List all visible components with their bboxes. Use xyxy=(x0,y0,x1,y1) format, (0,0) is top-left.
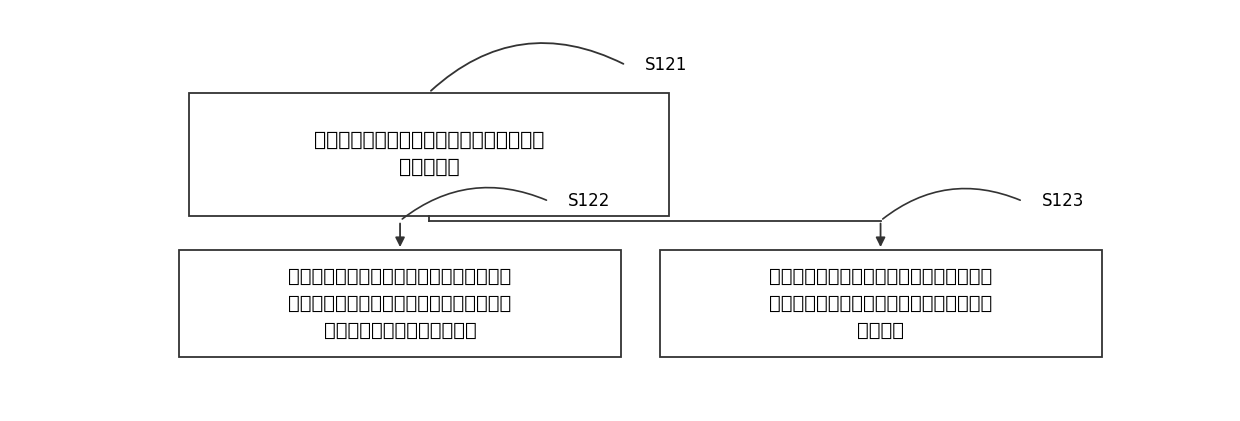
Text: 在所述温度变化速率大于或等于第一变速阈
值时，根据初始风扇增量值和微分项参数确
定所述工作模块的增量输出值: 在所述温度变化速率大于或等于第一变速阈 值时，根据初始风扇增量值和微分项参数确 … xyxy=(289,266,512,340)
Text: S122: S122 xyxy=(568,192,610,210)
Text: S123: S123 xyxy=(1042,192,1084,210)
Text: S121: S121 xyxy=(645,56,687,74)
Text: 根据所述差值判断温度变化速率是否超出第
一变速阈值: 根据所述差值判断温度变化速率是否超出第 一变速阈值 xyxy=(314,131,544,177)
Text: 在所述温度变化速率小于第一变速阈值时，
根据初始风扇增量值确定所述工作模块的增
量输出值: 在所述温度变化速率小于第一变速阈值时， 根据初始风扇增量值确定所述工作模块的增 … xyxy=(769,266,992,340)
FancyBboxPatch shape xyxy=(188,93,670,216)
FancyBboxPatch shape xyxy=(660,250,1101,357)
FancyBboxPatch shape xyxy=(179,250,621,357)
